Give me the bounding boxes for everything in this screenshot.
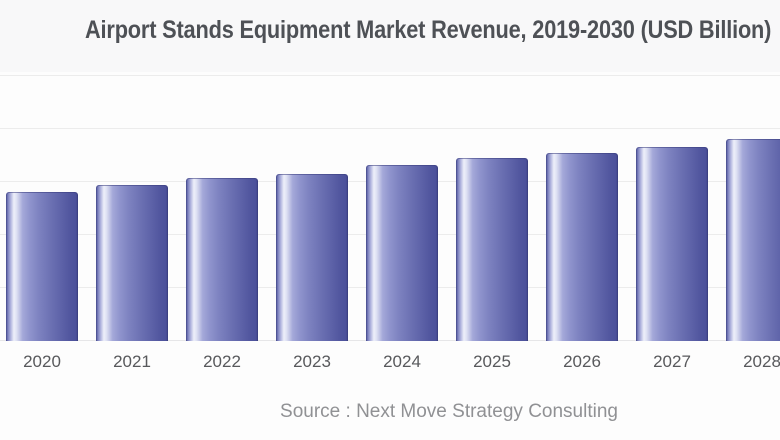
- x-axis-label-2027: 2027: [653, 352, 691, 371]
- x-axis-label-2022: 2022: [203, 352, 241, 371]
- chart-title: Airport Stands Equipment Market Revenue,…: [85, 16, 772, 44]
- title-band: [0, 0, 780, 72]
- x-axis-label-2020: 2020: [23, 352, 61, 371]
- x-axis-label-2023: 2023: [293, 352, 331, 371]
- x-axis-label-2025: 2025: [473, 352, 511, 371]
- bar-2027: [636, 147, 708, 341]
- bar-2024: [366, 165, 438, 341]
- bar-2020: [6, 192, 78, 341]
- gridline: [0, 128, 780, 129]
- bar-2028: [726, 139, 780, 341]
- x-axis-label-2021: 2021: [113, 352, 151, 371]
- x-axis-label-2026: 2026: [563, 352, 601, 371]
- x-axis-label-2028: 2028: [743, 352, 780, 371]
- bar-2022: [186, 177, 258, 341]
- gridline: [0, 75, 780, 76]
- bar-2021: [96, 185, 168, 341]
- bar-2025: [456, 158, 528, 341]
- bar-2023: [276, 174, 348, 341]
- x-axis-label-2024: 2024: [383, 352, 421, 371]
- bar-2026: [546, 152, 618, 341]
- source-caption: Source : Next Move Strategy Consulting: [280, 401, 618, 422]
